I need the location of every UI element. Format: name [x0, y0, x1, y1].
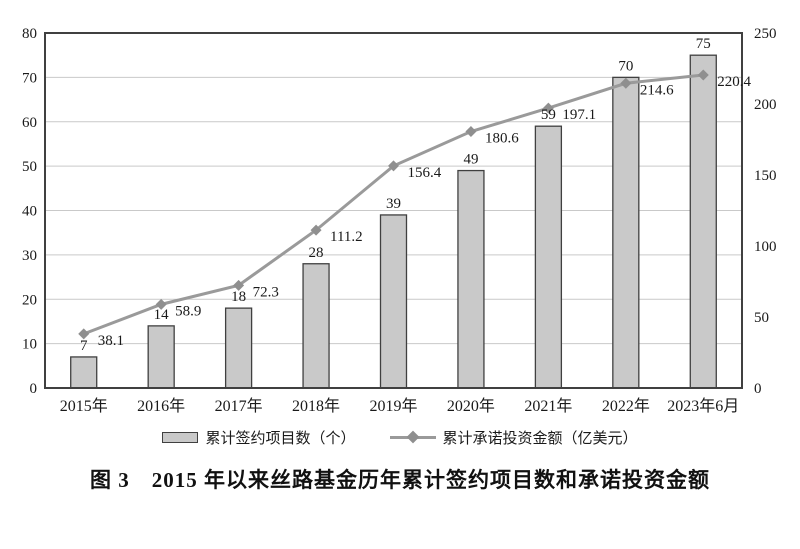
line-value-label: 220.4 — [717, 74, 751, 90]
chart-legend: 累计签约项目数（个） 累计承诺投资金额（亿美元） — [0, 426, 800, 448]
combo-chart-canvas: 7 14 18 28 39 49 59 70 75 38.1 58.9 72.3 111.2 156.4 1… — [22, 26, 777, 415]
right-axis-tick-label: 200 — [754, 97, 777, 113]
legend-item-investment: 累计承诺投资金额（亿美元） — [389, 427, 638, 448]
bar-value-label: 75 — [696, 36, 711, 52]
line-value-label: 72.3 — [253, 284, 279, 300]
left-axis-tick-label: 60 — [22, 115, 37, 131]
bar-swatch-icon — [162, 431, 199, 443]
left-axis-tick-label: 40 — [22, 204, 37, 220]
line-value-label: 180.6 — [485, 131, 519, 147]
bar-value-label: 49 — [463, 152, 478, 168]
figure-caption: 图 3 2015 年以来丝路基金历年累计签约项目数和承诺投资金额 — [90, 468, 710, 492]
bar — [534, 125, 563, 389]
legend-item-projects: 累计签约项目数（个） — [162, 427, 356, 448]
line-value-label: 58.9 — [175, 303, 201, 319]
left-axis-tick-label: 20 — [22, 292, 37, 308]
line-value-label: 111.2 — [330, 229, 363, 245]
diamond-marker-icon — [310, 224, 322, 236]
bar — [302, 263, 330, 389]
legend-label-investment: 累计承诺投资金额（亿美元） — [442, 430, 638, 447]
left-axis-tick-label: 0 — [30, 381, 38, 397]
diamond-marker-icon — [155, 298, 167, 310]
line-value-label: 38.1 — [98, 333, 124, 349]
left-axis-tick-label: 10 — [22, 337, 37, 353]
bar — [689, 54, 717, 389]
left-axis-tick-label: 80 — [22, 26, 37, 42]
line-value-label: 197.1 — [562, 107, 596, 123]
x-axis-label: 2016年 — [137, 397, 185, 415]
diamond-marker-icon — [78, 328, 90, 340]
x-axis-label: 2023年6月 — [667, 397, 739, 415]
line-value-label: 156.4 — [408, 165, 442, 181]
bar-value-label: 14 — [154, 307, 170, 323]
bar — [379, 214, 408, 389]
right-axis-tick-label: 150 — [754, 168, 777, 184]
left-axis-tick-label: 50 — [22, 159, 37, 175]
line-diamond-swatch-icon — [389, 430, 436, 444]
bar — [147, 325, 175, 389]
x-axis-label: 2017年 — [215, 397, 263, 415]
x-axis-label: 2019年 — [369, 397, 417, 415]
bar — [457, 169, 485, 389]
line-value-label: 214.6 — [640, 82, 674, 98]
diamond-marker-icon — [620, 77, 632, 89]
bar — [612, 76, 640, 389]
bar-value-label: 7 — [80, 338, 88, 354]
diamond-marker-icon — [542, 102, 554, 114]
bar-value-label: 39 — [386, 196, 401, 212]
left-axis-tick-label: 70 — [22, 70, 37, 86]
bar — [224, 307, 253, 389]
x-axis-label: 2018年 — [292, 397, 340, 415]
bar-value-label: 18 — [231, 289, 246, 305]
diamond-marker-icon — [406, 430, 419, 444]
left-axis-tick-label: 30 — [22, 248, 37, 264]
right-axis-tick-label: 250 — [754, 26, 777, 42]
x-axis-label: 2020年 — [447, 397, 495, 415]
diamond-marker-icon — [465, 126, 477, 138]
bar-value-label: 28 — [309, 245, 324, 261]
diamond-marker-icon — [233, 279, 245, 291]
diamond-marker-icon — [697, 69, 709, 81]
x-axis-label: 2021年 — [524, 397, 572, 415]
diamond-marker-icon — [388, 160, 399, 172]
bar-value-label: 70 — [618, 58, 633, 74]
right-axis-tick-label: 50 — [754, 310, 769, 326]
bar-value-label: 59 — [541, 107, 556, 123]
x-axis-label: 2015年 — [60, 397, 108, 415]
x-axis-label: 2022年 — [602, 397, 650, 415]
legend-label-projects: 累计签约项目数（个） — [205, 430, 356, 447]
plot-border — [44, 32, 743, 389]
right-axis-tick-label: 0 — [754, 381, 762, 397]
bar — [70, 356, 98, 389]
right-axis-tick-label: 100 — [754, 239, 777, 255]
